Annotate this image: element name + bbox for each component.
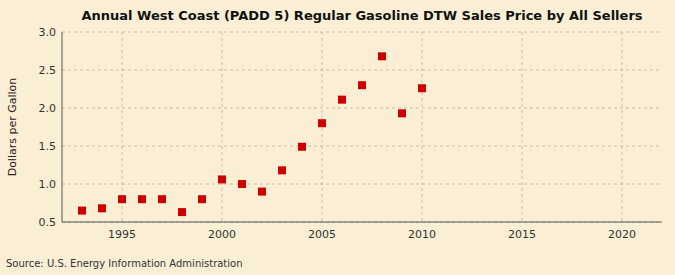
- grid-line: [62, 222, 662, 223]
- tick-label: 2020: [608, 228, 636, 241]
- point: [378, 52, 386, 60]
- point: [218, 175, 226, 183]
- grid-line: [222, 32, 223, 222]
- source: Source: U.S. Energy Information Administ…: [6, 258, 243, 269]
- tick-label: 1.0: [39, 178, 57, 191]
- tick-label: 2.5: [39, 64, 57, 77]
- point: [78, 207, 86, 215]
- point: [418, 84, 426, 92]
- grid-line: [62, 70, 662, 71]
- point: [318, 119, 326, 127]
- point: [118, 195, 126, 203]
- point: [138, 195, 146, 203]
- point: [398, 109, 406, 117]
- point: [238, 180, 246, 188]
- title: Annual West Coast (PADD 5) Regular Gasol…: [81, 8, 642, 23]
- grid-line: [122, 32, 123, 222]
- x-axis-line: [62, 222, 662, 223]
- tick-label: 0.5: [39, 216, 57, 229]
- grid-line: [62, 32, 662, 33]
- y-axis-line: [62, 32, 63, 222]
- tick-label: 2005: [308, 228, 336, 241]
- tick-label: 3.0: [39, 26, 57, 39]
- axes: 0.5 1.0 1.5 2.0 2.5 3.0 1995 2000 2005 2010 2015 20…: [39, 26, 663, 241]
- chart: 0.5 1.0 1.5 2.0 2.5 3.0 1995 2000 2005 2010 2015 20…: [0, 0, 675, 275]
- background: [0, 0, 675, 275]
- grid-line: [62, 184, 662, 185]
- grid: [62, 32, 662, 222]
- y-axis-label: Dollars per Gallon: [6, 78, 19, 177]
- grid-line: [522, 32, 523, 222]
- grid-line: [622, 32, 623, 222]
- points: [78, 52, 426, 216]
- grid-line: [422, 32, 423, 222]
- point: [178, 208, 186, 216]
- grid-line: [62, 108, 662, 109]
- point: [158, 195, 166, 203]
- tick-label: 2010: [408, 228, 436, 241]
- point: [98, 204, 106, 212]
- point: [338, 96, 346, 104]
- point: [278, 166, 286, 174]
- tick-label: 2015: [508, 228, 536, 241]
- point: [298, 143, 306, 151]
- tick-label: 2000: [208, 228, 236, 241]
- point: [258, 188, 266, 196]
- tick-label: 2.0: [39, 102, 57, 115]
- point: [358, 81, 366, 89]
- tick-label: 1995: [108, 228, 136, 241]
- point: [198, 195, 206, 203]
- grid-line: [62, 146, 662, 147]
- tick-label: 1.5: [39, 140, 57, 153]
